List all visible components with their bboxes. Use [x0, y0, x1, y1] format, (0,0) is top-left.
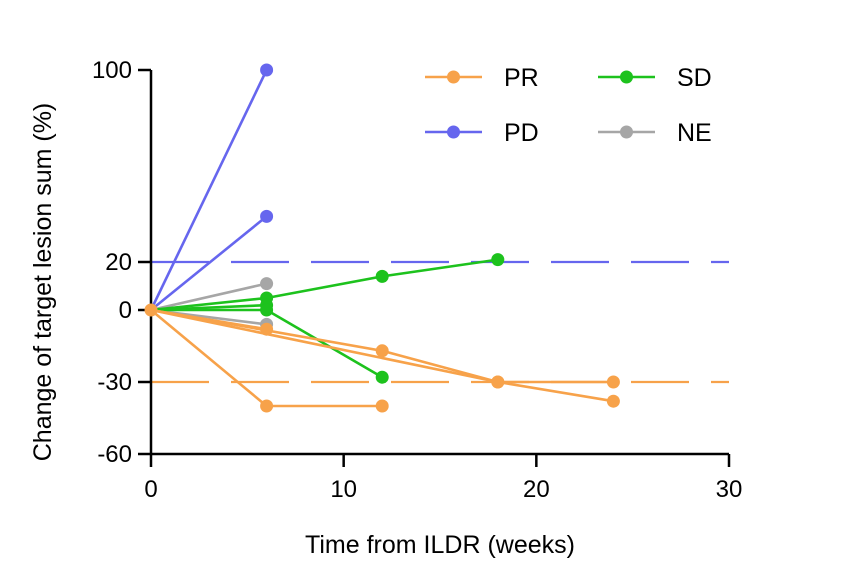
- data-point-pr: [375, 344, 389, 358]
- series-line-pr: [150, 308, 614, 403]
- legend-label-pr: PR: [504, 64, 539, 92]
- x-tick-label: 10: [330, 476, 357, 503]
- x-tick-label: 20: [523, 476, 550, 503]
- y-tick-label: -30: [97, 369, 132, 396]
- legend-marker-sd: [620, 70, 633, 84]
- y-axis-title: Change of target lesion sum (%): [29, 103, 57, 462]
- data-point-pr: [606, 375, 620, 389]
- y-tick-label: 100: [92, 57, 132, 84]
- data-point-pr: [260, 399, 274, 413]
- legend-marker-ne: [620, 125, 633, 139]
- legend-label-sd: SD: [677, 64, 712, 92]
- series-line-pd: [150, 215, 268, 312]
- data-point-sd: [375, 269, 389, 283]
- y-tick-label: 0: [119, 297, 132, 324]
- data-point-pr: [375, 399, 389, 413]
- legend-label-pd: PD: [504, 119, 539, 147]
- data-point-sd: [375, 370, 389, 384]
- x-tick-label: 0: [144, 476, 157, 503]
- x-tick-label: 30: [716, 476, 743, 503]
- series-line-pd: [149, 69, 268, 311]
- data-point-sd: [260, 303, 274, 317]
- y-tick-label: 20: [105, 249, 132, 276]
- series-line-ne: [150, 282, 267, 312]
- x-axis-title: Time from ILDR (weeks): [305, 531, 575, 559]
- legend-marker-pd: [447, 125, 460, 139]
- data-point-pd: [260, 63, 274, 77]
- data-point-ne: [260, 277, 274, 291]
- data-point-sd: [491, 253, 505, 267]
- legend: PR SD PD NE: [425, 64, 712, 147]
- legend-marker-pr: [447, 70, 460, 84]
- reference-lines: [151, 260, 729, 384]
- series-line-sd: [150, 258, 498, 312]
- data-point-pd: [260, 209, 274, 223]
- y-tick-label: -60: [97, 441, 132, 468]
- series-layer: [144, 63, 620, 413]
- legend-label-ne: NE: [677, 119, 712, 147]
- data-point-pr: [491, 375, 505, 389]
- data-point-pr: [606, 394, 620, 408]
- data-point-origin: [144, 303, 158, 317]
